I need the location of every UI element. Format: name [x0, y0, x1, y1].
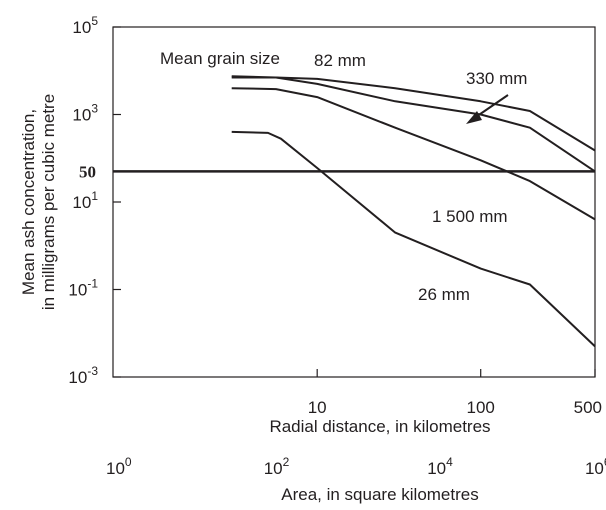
x-tick-label: 100: [467, 398, 495, 417]
series-label-1500mm: 1 500 mm: [432, 207, 508, 226]
x-tick-label: 10: [308, 398, 327, 417]
x2-tick-label: 100: [106, 455, 132, 478]
series-label-330mm: 330 mm: [466, 69, 527, 88]
y-axis-title-line2: in milligrams per cubic metre: [39, 94, 58, 310]
threshold-label: 50: [79, 162, 96, 181]
y-tick-label: 10-1: [68, 277, 98, 300]
label-arrow-head: [466, 111, 482, 124]
y-tick-label: 105: [72, 14, 98, 37]
series-line-2: [231, 75, 596, 152]
series-line-3: [231, 130, 596, 348]
x-tick-label: 500: [574, 398, 602, 417]
series-header-label: Mean grain size: [160, 49, 280, 68]
x2-axis-ticks: 100 102 104 106: [106, 455, 606, 478]
series-lines: [231, 75, 596, 348]
x-axis-title: Radial distance, in kilometres: [269, 417, 490, 436]
series-label-82mm: 82 mm: [314, 51, 366, 70]
x2-tick-label: 102: [264, 455, 290, 478]
y-axis-ticks: 10-3 10-1 101 103 105: [68, 14, 121, 387]
x2-tick-label: 104: [427, 455, 453, 478]
y-tick-label: 103: [72, 102, 98, 125]
x-axis-ticks: 10 100 500: [308, 369, 602, 417]
y-tick-label: 101: [72, 189, 98, 212]
y-axis-title-line1: Mean ash concentration,: [19, 109, 38, 295]
y-tick-label: 10-3: [68, 364, 98, 387]
x2-axis-title: Area, in square kilometres: [281, 485, 478, 504]
series-label-26mm: 26 mm: [418, 285, 470, 304]
x2-tick-label: 106: [585, 455, 606, 478]
series-line-1: [231, 87, 596, 221]
